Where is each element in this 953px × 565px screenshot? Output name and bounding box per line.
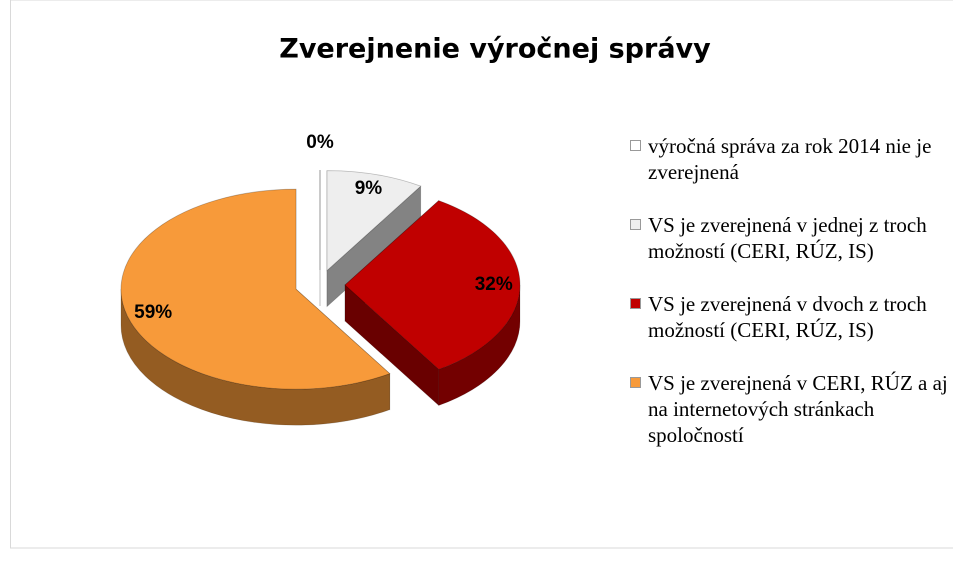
data-label: 59% <box>134 302 172 323</box>
legend-swatch <box>630 140 641 151</box>
legend: výročná správa za rok 2014 nie je zverej… <box>630 133 953 475</box>
data-label: 0% <box>306 132 334 153</box>
slice <box>120 188 391 390</box>
legend-label: výročná správa za rok 2014 nie je zverej… <box>648 134 932 184</box>
legend-swatch <box>630 298 641 309</box>
legend-swatch <box>630 219 641 230</box>
slice-wall-shade <box>345 285 439 406</box>
legend-label: VS je zverejnená v dvoch z troch možnost… <box>648 292 927 342</box>
slice-wall-shade <box>326 186 421 307</box>
chart-border <box>10 0 953 549</box>
slice-side-shade <box>438 285 520 406</box>
slice <box>344 200 521 370</box>
chart-title: Zverejnenie výročnej správy <box>279 34 711 65</box>
legend-label: VS je zverejnená v CERI, RÚZ a aj na int… <box>648 371 948 447</box>
legend-entry: výročná správa za rok 2014 nie je zverej… <box>630 133 953 185</box>
legend-entry: VS je zverejnená v CERI, RÚZ a aj na int… <box>630 370 953 448</box>
legend-entry: VS je zverejnená v jednej z troch možnos… <box>630 212 953 264</box>
data-label: 32% <box>475 274 513 295</box>
legend-swatch <box>630 377 641 388</box>
slice-side-shade <box>120 289 390 426</box>
slice <box>326 170 422 272</box>
legend-label: VS je zverejnená v jednej z troch možnos… <box>648 213 927 263</box>
legend-entry: VS je zverejnená v dvoch z troch možnost… <box>630 291 953 343</box>
data-label: 9% <box>355 178 383 199</box>
slice-tops <box>120 170 521 390</box>
